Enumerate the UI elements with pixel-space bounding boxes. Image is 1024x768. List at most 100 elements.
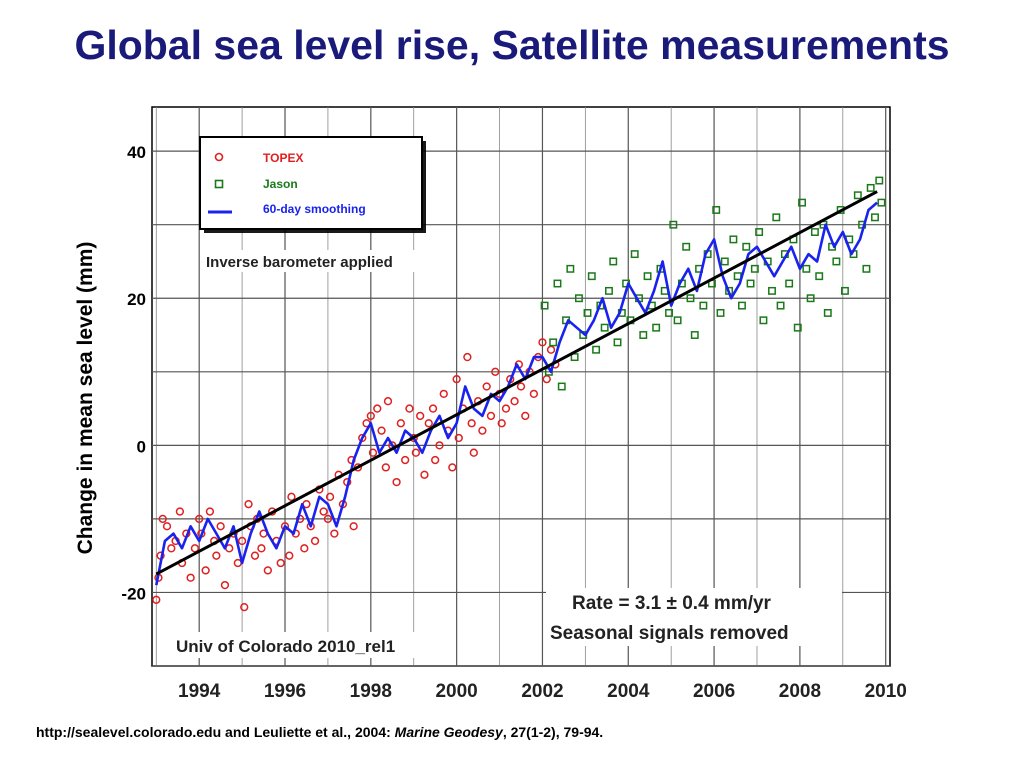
y-tick-labels: -20 0 20 40 [121,143,146,603]
x-tick-label: 2006 [693,681,735,702]
y-tick-label: -20 [121,584,146,603]
jason-legend-marker [214,179,224,189]
jason-point [600,323,609,332]
topex-point [435,441,444,450]
x-tick-label: 1996 [264,681,306,702]
topex-point [201,566,210,575]
jason-point [630,250,639,259]
topex-point [310,536,320,546]
legend-box [199,136,423,230]
jason-point [682,242,691,251]
topex-point [186,573,195,582]
topex-point [368,448,378,457]
topex-point [325,492,335,501]
topex-point [478,426,487,435]
topex-point [377,426,386,435]
annotation-source: Univ of Colorado 2010_rel1 [176,637,395,656]
topex-point [257,544,266,553]
jason-point [759,316,768,325]
topex-point [428,404,438,413]
legend-jason-label: Jason [263,177,298,191]
topex-point [162,522,172,531]
jason-point [823,308,832,317]
topex-point [486,411,496,421]
topex-point [240,603,249,612]
x-tick-label: 2004 [607,681,650,702]
citation-suffix: , 27(1-2), 79-94. [502,724,604,740]
jason-point [862,264,871,273]
topex-point [285,551,294,560]
x-tick-label: 1998 [350,681,392,702]
topex-point [323,514,333,524]
topex-point [167,544,176,553]
jason-point [609,257,618,266]
jason-point [875,176,884,185]
topex-point [216,522,225,531]
topex-point [501,404,511,413]
legend-smoothing-label: 60-day smoothing [263,202,366,216]
jason-point [877,198,886,207]
x-tick-labels: 1994 1996 1998 2000 2002 2004 2006 2008 2010 [178,681,907,702]
jason-point [729,235,738,244]
jason-point [866,183,875,192]
smoothing-line [155,201,878,586]
jason-point [665,308,673,317]
topex-point [195,514,204,524]
topex-point [424,419,433,428]
jason-point [643,272,652,281]
topex-point [190,544,200,553]
jason-point [755,228,764,236]
jason-point [587,272,596,281]
jason-point [793,323,802,332]
topex-point [244,500,253,509]
grid-lines [152,107,890,667]
legend: TOPEX Jason 60-day smoothing [199,136,426,233]
legend-topex-label: TOPEX [263,151,303,165]
jason-point [557,382,566,391]
topex-point [542,374,551,384]
jason-point [566,264,575,273]
y-axis-label: Change in mean sea level (mm) [74,242,97,555]
topex-point [220,580,230,590]
topex-point [416,411,425,421]
jason-point [742,242,751,251]
topex-point [366,411,375,421]
y-tick-label: 0 [137,437,146,456]
jason-point [815,272,824,281]
citation: http://sealevel.colorado.edu and Leuliet… [36,724,603,740]
jason-point [746,279,755,288]
jason-point [574,294,583,303]
topex-point [392,477,401,487]
x-tick-label: 2008 [779,681,821,702]
trend-line [155,190,878,576]
x-tick-label: 2000 [435,681,477,702]
citation-prefix: http://sealevel.colorado.edu and Leuliet… [36,724,395,740]
topex-point [439,389,448,399]
x-tick-label: 2002 [521,681,563,702]
jason-point [720,257,729,266]
topex-point [452,374,461,384]
topex-point [396,419,406,428]
topex-point [546,345,556,354]
topex-point [516,382,526,391]
jason-point [810,228,819,236]
annotation-rate: Rate = 3.1 ± 0.4 mm/yr [572,593,772,614]
jason-point [776,301,785,310]
jason-point [673,316,682,325]
citation-journal: Marine Geodesy [394,724,503,740]
smoothing-line-group [155,201,878,586]
topex-point [510,397,519,406]
jason-point [750,264,759,273]
topex-point [405,404,414,413]
topex-point [237,536,247,546]
topex-point [250,551,260,560]
jason-point [768,286,776,295]
topex-point [491,367,500,376]
trend-line-group [155,190,878,576]
jason-point [690,331,699,339]
topex-point [319,507,328,516]
jason-point [570,353,579,362]
topex-point [467,419,476,428]
topex-point [205,507,215,516]
jason-point [853,191,862,200]
